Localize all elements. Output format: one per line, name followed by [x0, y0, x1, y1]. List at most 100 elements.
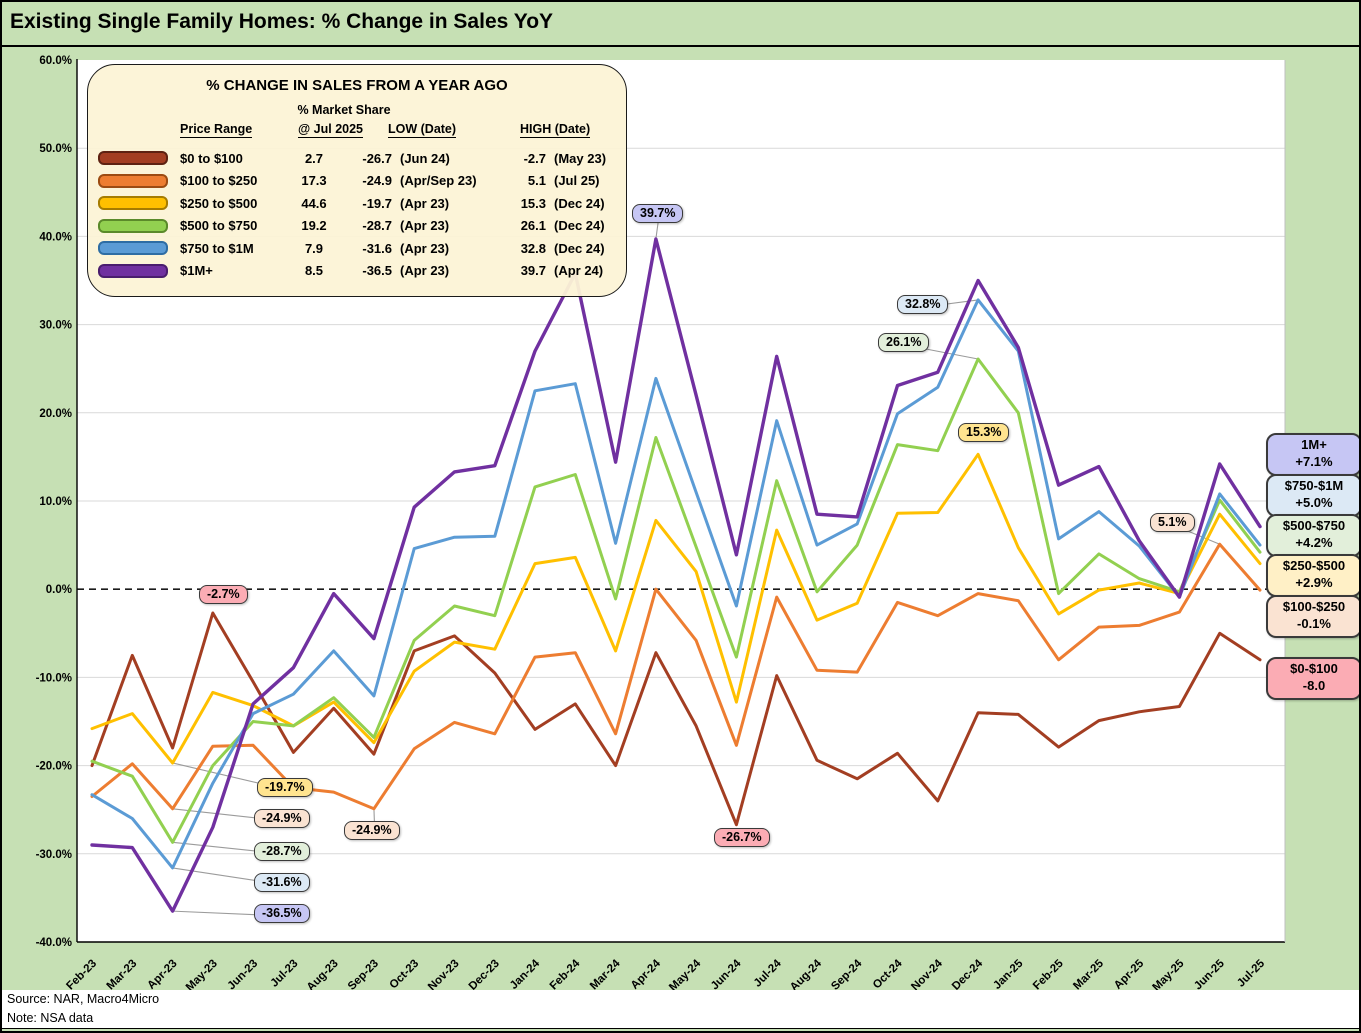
legend-row: $250 to $500 44.6 -19.7 (Apr 23) 15.3 (Dec 24… [98, 192, 618, 215]
x-axis-label: Dec-24 [950, 957, 986, 993]
legend-cell: 17.3 [301, 173, 327, 189]
legend-cell: (Apr/Sep 23) [400, 173, 477, 189]
legend-cell: (Apr 24) [554, 263, 604, 279]
series-line-1m [90, 237, 1262, 913]
legend-header-market-share: % Market Share [297, 103, 391, 117]
legend-cell: -2.7 [523, 150, 546, 166]
legend-row: $750 to $1M 7.9 -31.6 (Apr 23) 32.8 (Dec 24) [98, 237, 618, 260]
legend-row: $500 to $750 19.2 -28.7 (Apr 23) 26.1 (Dec 24… [98, 215, 618, 238]
series-end-label-value: +4.2% [1295, 534, 1333, 550]
source-strip: Source: NAR, Macro4Micro Note: NSA data [2, 990, 1359, 1028]
x-axis-label: Apr-23 [145, 958, 179, 992]
x-axis-label: Oct-24 [871, 957, 905, 991]
series-end-label-value: +2.9% [1295, 574, 1333, 590]
legend-title: % CHANGE IN SALES FROM A YEAR AGO [206, 77, 508, 94]
y-axis-label: -20.0% [36, 761, 72, 773]
x-axis-label: Jul-24 [752, 957, 784, 989]
x-axis-label: Jun-25 [1192, 957, 1227, 992]
x-axis-label: Mar-23 [105, 958, 140, 993]
x-axis-label: May-23 [184, 958, 220, 994]
x-axis-label: Apr-25 [1112, 957, 1147, 992]
value-callout: 5.1% [1150, 513, 1195, 532]
note-text: Note: NSA data [7, 1011, 94, 1025]
value-callout: -2.7% [199, 585, 248, 604]
series-end-label: $0-$100 -8.0 [1266, 657, 1359, 700]
value-callout: -36.5% [254, 904, 310, 923]
legend-cell: -31.6 [362, 240, 392, 256]
legend-color-swatch [98, 151, 168, 166]
legend-cell: (Apr 23) [400, 218, 450, 234]
legend-cell: 7.9 [304, 240, 324, 256]
y-axis-label: -10.0% [36, 672, 72, 684]
legend-table: % CHANGE IN SALES FROM A YEAR AGO % Mark… [87, 64, 627, 297]
series-end-label: $500-$750 +4.2% [1266, 514, 1359, 557]
legend-cell: -24.9 [362, 173, 392, 189]
value-callout: -28.7% [254, 842, 310, 861]
y-axis-label: 0.0% [46, 584, 72, 596]
series-end-label-value: +7.1% [1295, 453, 1333, 469]
legend-color-swatch [98, 196, 168, 211]
legend-cell: $250 to $500 [180, 195, 258, 211]
y-axis-label: 30.0% [39, 320, 72, 332]
legend-header-high: HIGH (Date) [520, 122, 591, 138]
source-text: Source: NAR, Macro4Micro [7, 992, 160, 1006]
x-axis-label: Feb-23 [64, 958, 99, 993]
legend-cell: $0 to $100 [180, 150, 243, 166]
series-end-label-value: +5.0% [1295, 494, 1333, 510]
legend-cell: (Apr 23) [400, 263, 450, 279]
title-bar: Existing Single Family Homes: % Change i… [2, 2, 1359, 47]
series-line-0-to-100 [90, 611, 1262, 827]
legend-row: $100 to $250 17.3 -24.9 (Apr/Sep 23) 5.1 (Jul… [98, 170, 618, 193]
legend-color-swatch [98, 263, 168, 278]
x-axis-label: Jan-25 [991, 957, 1026, 992]
x-axis-label: Sep-24 [829, 957, 865, 993]
bottom-border-bar [2, 1028, 1359, 1031]
legend-cell: 26.1 [520, 218, 546, 234]
series-end-label-value: -0.1% [1297, 615, 1331, 631]
y-axis-label: 60.0% [39, 55, 72, 67]
series-end-label-value: -8.0 [1302, 677, 1326, 693]
series-end-label: $100-$250 -0.1% [1266, 595, 1359, 638]
legend-cell: 8.5 [304, 263, 324, 279]
x-axis-label: Nov-23 [426, 958, 462, 994]
series-end-label-name: $500-$750 [1282, 518, 1346, 533]
x-axis-label: May-24 [667, 957, 703, 993]
x-axis-label: Aug-24 [788, 957, 824, 993]
legend-cell: $750 to $1M [180, 240, 254, 256]
legend-cell: $500 to $750 [180, 218, 258, 234]
legend-row: $1M+ 8.5 -36.5 (Apr 23) 39.7 (Apr 24) [98, 260, 618, 283]
y-axis-label: -30.0% [36, 849, 72, 861]
legend-cell: $1M+ [180, 263, 213, 279]
value-callout: -24.9% [254, 809, 310, 828]
legend-cell: (Jul 25) [554, 173, 600, 189]
value-callout: 15.3% [958, 423, 1010, 442]
x-axis-label: Mar-25 [1071, 957, 1106, 992]
series-end-label-name: 1M+ [1301, 437, 1327, 452]
legend-header-low: LOW (Date) [388, 122, 457, 138]
legend-cell: (May 23) [554, 150, 607, 166]
legend-cell: (Dec 24) [554, 240, 605, 256]
legend-color-swatch [98, 173, 168, 188]
x-axis-label: Nov-24 [909, 957, 945, 993]
legend-cell: -28.7 [362, 218, 392, 234]
series-end-label-name: $0-$100 [1290, 661, 1338, 676]
series-end-label-name: $250-$500 [1282, 558, 1346, 573]
x-axis-label: May-25 [1151, 957, 1187, 993]
legend-cell: $100 to $250 [180, 173, 258, 189]
y-axis-label: 40.0% [39, 231, 72, 243]
x-axis-label: Jun-24 [709, 957, 744, 992]
x-axis-label: Mar-24 [588, 957, 623, 992]
value-callout: -31.6% [254, 873, 310, 892]
legend-cell: -26.7 [362, 150, 392, 166]
y-axis-label: 10.0% [39, 496, 72, 508]
series-line-250-to-500 [90, 452, 1262, 765]
value-callout: -19.7% [257, 778, 313, 797]
legend-cell: -36.5 [362, 263, 392, 279]
legend-cell: 32.8 [520, 240, 546, 256]
legend-color-swatch [98, 241, 168, 256]
x-axis-label: Dec-23 [467, 958, 502, 993]
page-title: Existing Single Family Homes: % Change i… [10, 10, 554, 33]
x-axis-label: Feb-24 [548, 957, 583, 992]
x-axis-label: Jun-23 [226, 958, 261, 993]
